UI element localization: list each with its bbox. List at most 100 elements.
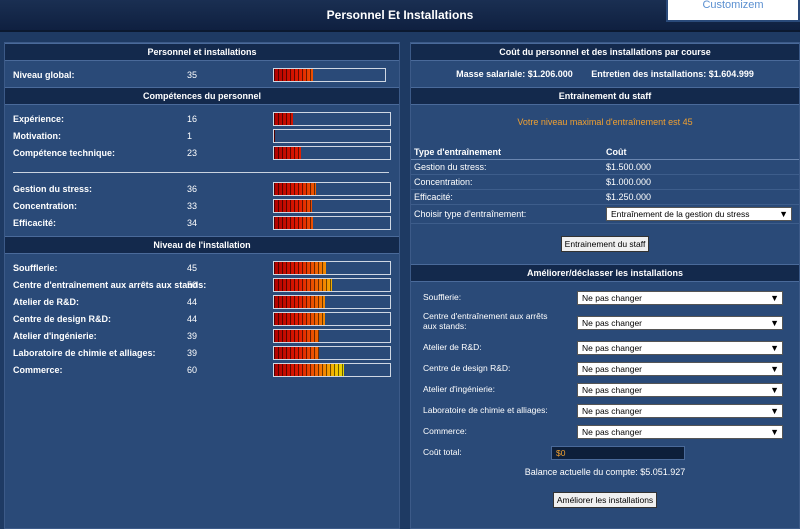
row-label: Motivation: (13, 131, 61, 141)
section-title-cost: Coût du personnel et des installations p… (411, 43, 799, 61)
stat-row: Atelier d'ingénierie: 39 (5, 328, 399, 345)
total-cost-row: Coût total: $0 (411, 443, 799, 464)
select-value: Ne pas changer (582, 427, 643, 437)
upgrade-select[interactable]: Ne pas changer ▼ (577, 341, 783, 355)
row-value: 16 (187, 114, 198, 124)
stat-row: Motivation: 1 (5, 128, 399, 145)
stat-row: Laboratoire de chimie et alliages: 39 (5, 345, 399, 362)
stat-row: Efficacité: 34 (5, 215, 399, 232)
level-bar (273, 216, 391, 230)
stat-row: Centre d'entraînement aux arrêts aux sta… (5, 277, 399, 294)
level-bar-fill (274, 183, 316, 195)
left-panel: Personnel et installations Niveau global… (4, 42, 400, 529)
training-cost: $1.250.000 (603, 189, 799, 205)
table-row: Concentration: $1.000.000 (411, 174, 799, 190)
row-label: Centre d'entraînement aux arrêts aux sta… (13, 280, 207, 290)
select-value: Ne pas changer (582, 293, 643, 303)
row-value: 39 (187, 348, 198, 358)
level-bar (273, 182, 391, 196)
upgrade-label: Commerce: (423, 426, 467, 436)
row-label: Centre de design R&D: (13, 314, 112, 324)
upgrade-row: Commerce: Ne pas changer ▼ (411, 422, 799, 443)
level-bar (273, 329, 391, 343)
upgrade-select[interactable]: Ne pas changer ▼ (577, 425, 783, 439)
chevron-down-icon: ▼ (770, 364, 779, 374)
level-bar-fill (274, 147, 301, 159)
table-row: Choisir type d'entraînement: Entraînemen… (411, 204, 799, 224)
upgrade-label: Atelier d'ingénierie: (423, 384, 496, 394)
upgrade-select[interactable]: Ne pas changer ▼ (577, 404, 783, 418)
upgrade-label: Atelier de R&D: (423, 342, 482, 352)
customize-button[interactable]: Customizem (666, 0, 800, 22)
table-row: Gestion du stress: $1.500.000 (411, 159, 799, 175)
level-bar (273, 68, 386, 82)
level-bar (273, 199, 391, 213)
row-label: Efficacité: (13, 218, 57, 228)
level-bar-fill (274, 262, 327, 274)
row-label: Expérience: (13, 114, 65, 124)
upgrade-select[interactable]: Ne pas changer ▼ (577, 362, 783, 376)
upgrade-facilities-button[interactable]: Améliorer les installations (552, 492, 658, 508)
level-bar-fill (274, 113, 293, 125)
stat-row: Centre de design R&D: 44 (5, 311, 399, 328)
row-value: 45 (187, 263, 198, 273)
section-title-training: Entrainement du staff (411, 87, 799, 105)
select-value: Entraînement de la gestion du stress (611, 209, 750, 219)
row-value: 1 (187, 131, 193, 141)
total-cost-label: Coût total: (423, 447, 462, 457)
row-label: Soufflerie: (13, 263, 58, 273)
training-table: Type d'entraînement Coût Gestion du stre… (411, 145, 799, 224)
upgrade-row: Soufflerie: Ne pas changer ▼ (411, 288, 799, 309)
row-label: Commerce: (13, 365, 63, 375)
section-title-facilities: Niveau de l'installation (5, 236, 399, 254)
level-bar-fill (274, 217, 314, 229)
section-title-upgrade: Améliorer/déclasser les installations (411, 264, 799, 282)
maintenance-text: Entretien des installations: $1.604.999 (591, 69, 754, 79)
row-value: 50 (187, 280, 198, 290)
training-cost: $1.500.000 (603, 159, 799, 175)
training-type: Gestion du stress: (411, 159, 603, 175)
level-bar (273, 112, 391, 126)
train-staff-button[interactable]: Entrainement du staff (560, 236, 650, 252)
section-title-overview: Personnel et installations (5, 43, 399, 61)
upgrade-row: Centre d'entraînement aux arrêts aux sta… (411, 309, 799, 338)
training-cost: $1.000.000 (603, 174, 799, 190)
account-balance: Balance actuelle du compte: $5.051.927 (524, 467, 686, 477)
level-bar (273, 129, 391, 143)
level-bar (273, 278, 391, 292)
row-label: Niveau global: (13, 70, 75, 80)
col-type: Type d'entraînement (411, 145, 603, 160)
col-cost: Coût (603, 145, 799, 160)
level-bar-fill (274, 279, 332, 291)
row-label: Gestion du stress: (13, 184, 93, 194)
level-bar (273, 363, 391, 377)
level-bar-fill (274, 364, 344, 376)
training-type-select[interactable]: Entraînement de la gestion du stress ▼ (606, 207, 792, 221)
chevron-down-icon: ▼ (770, 343, 779, 353)
row-value: 33 (187, 201, 198, 211)
row-value: 39 (187, 331, 198, 341)
chevron-down-icon: ▼ (770, 406, 779, 416)
upgrade-row: Atelier d'ingénierie: Ne pas changer ▼ (411, 380, 799, 401)
stat-row: Soufflerie: 45 (5, 260, 399, 277)
level-bar-fill (274, 330, 320, 342)
upgrade-select[interactable]: Ne pas changer ▼ (577, 291, 783, 305)
row-value: 60 (187, 365, 198, 375)
upgrade-select[interactable]: Ne pas changer ▼ (577, 316, 783, 330)
choose-training-label: Choisir type d'entraînement: (411, 204, 603, 224)
level-bar-fill (274, 313, 326, 325)
chevron-down-icon: ▼ (770, 293, 779, 303)
level-bar-fill (274, 296, 326, 308)
chevron-down-icon: ▼ (779, 209, 788, 219)
row-label: Atelier de R&D: (13, 297, 80, 307)
training-type: Concentration: (411, 174, 603, 190)
upgrade-row: Atelier de R&D: Ne pas changer ▼ (411, 338, 799, 359)
select-value: Ne pas changer (582, 318, 643, 328)
upgrade-select[interactable]: Ne pas changer ▼ (577, 383, 783, 397)
divider (13, 172, 389, 173)
stat-row: Atelier de R&D: 44 (5, 294, 399, 311)
row-value: 23 (187, 148, 198, 158)
row-label: Concentration: (13, 201, 77, 211)
row-label: Laboratoire de chimie et alliages: (13, 348, 156, 358)
row-value: 44 (187, 297, 198, 307)
